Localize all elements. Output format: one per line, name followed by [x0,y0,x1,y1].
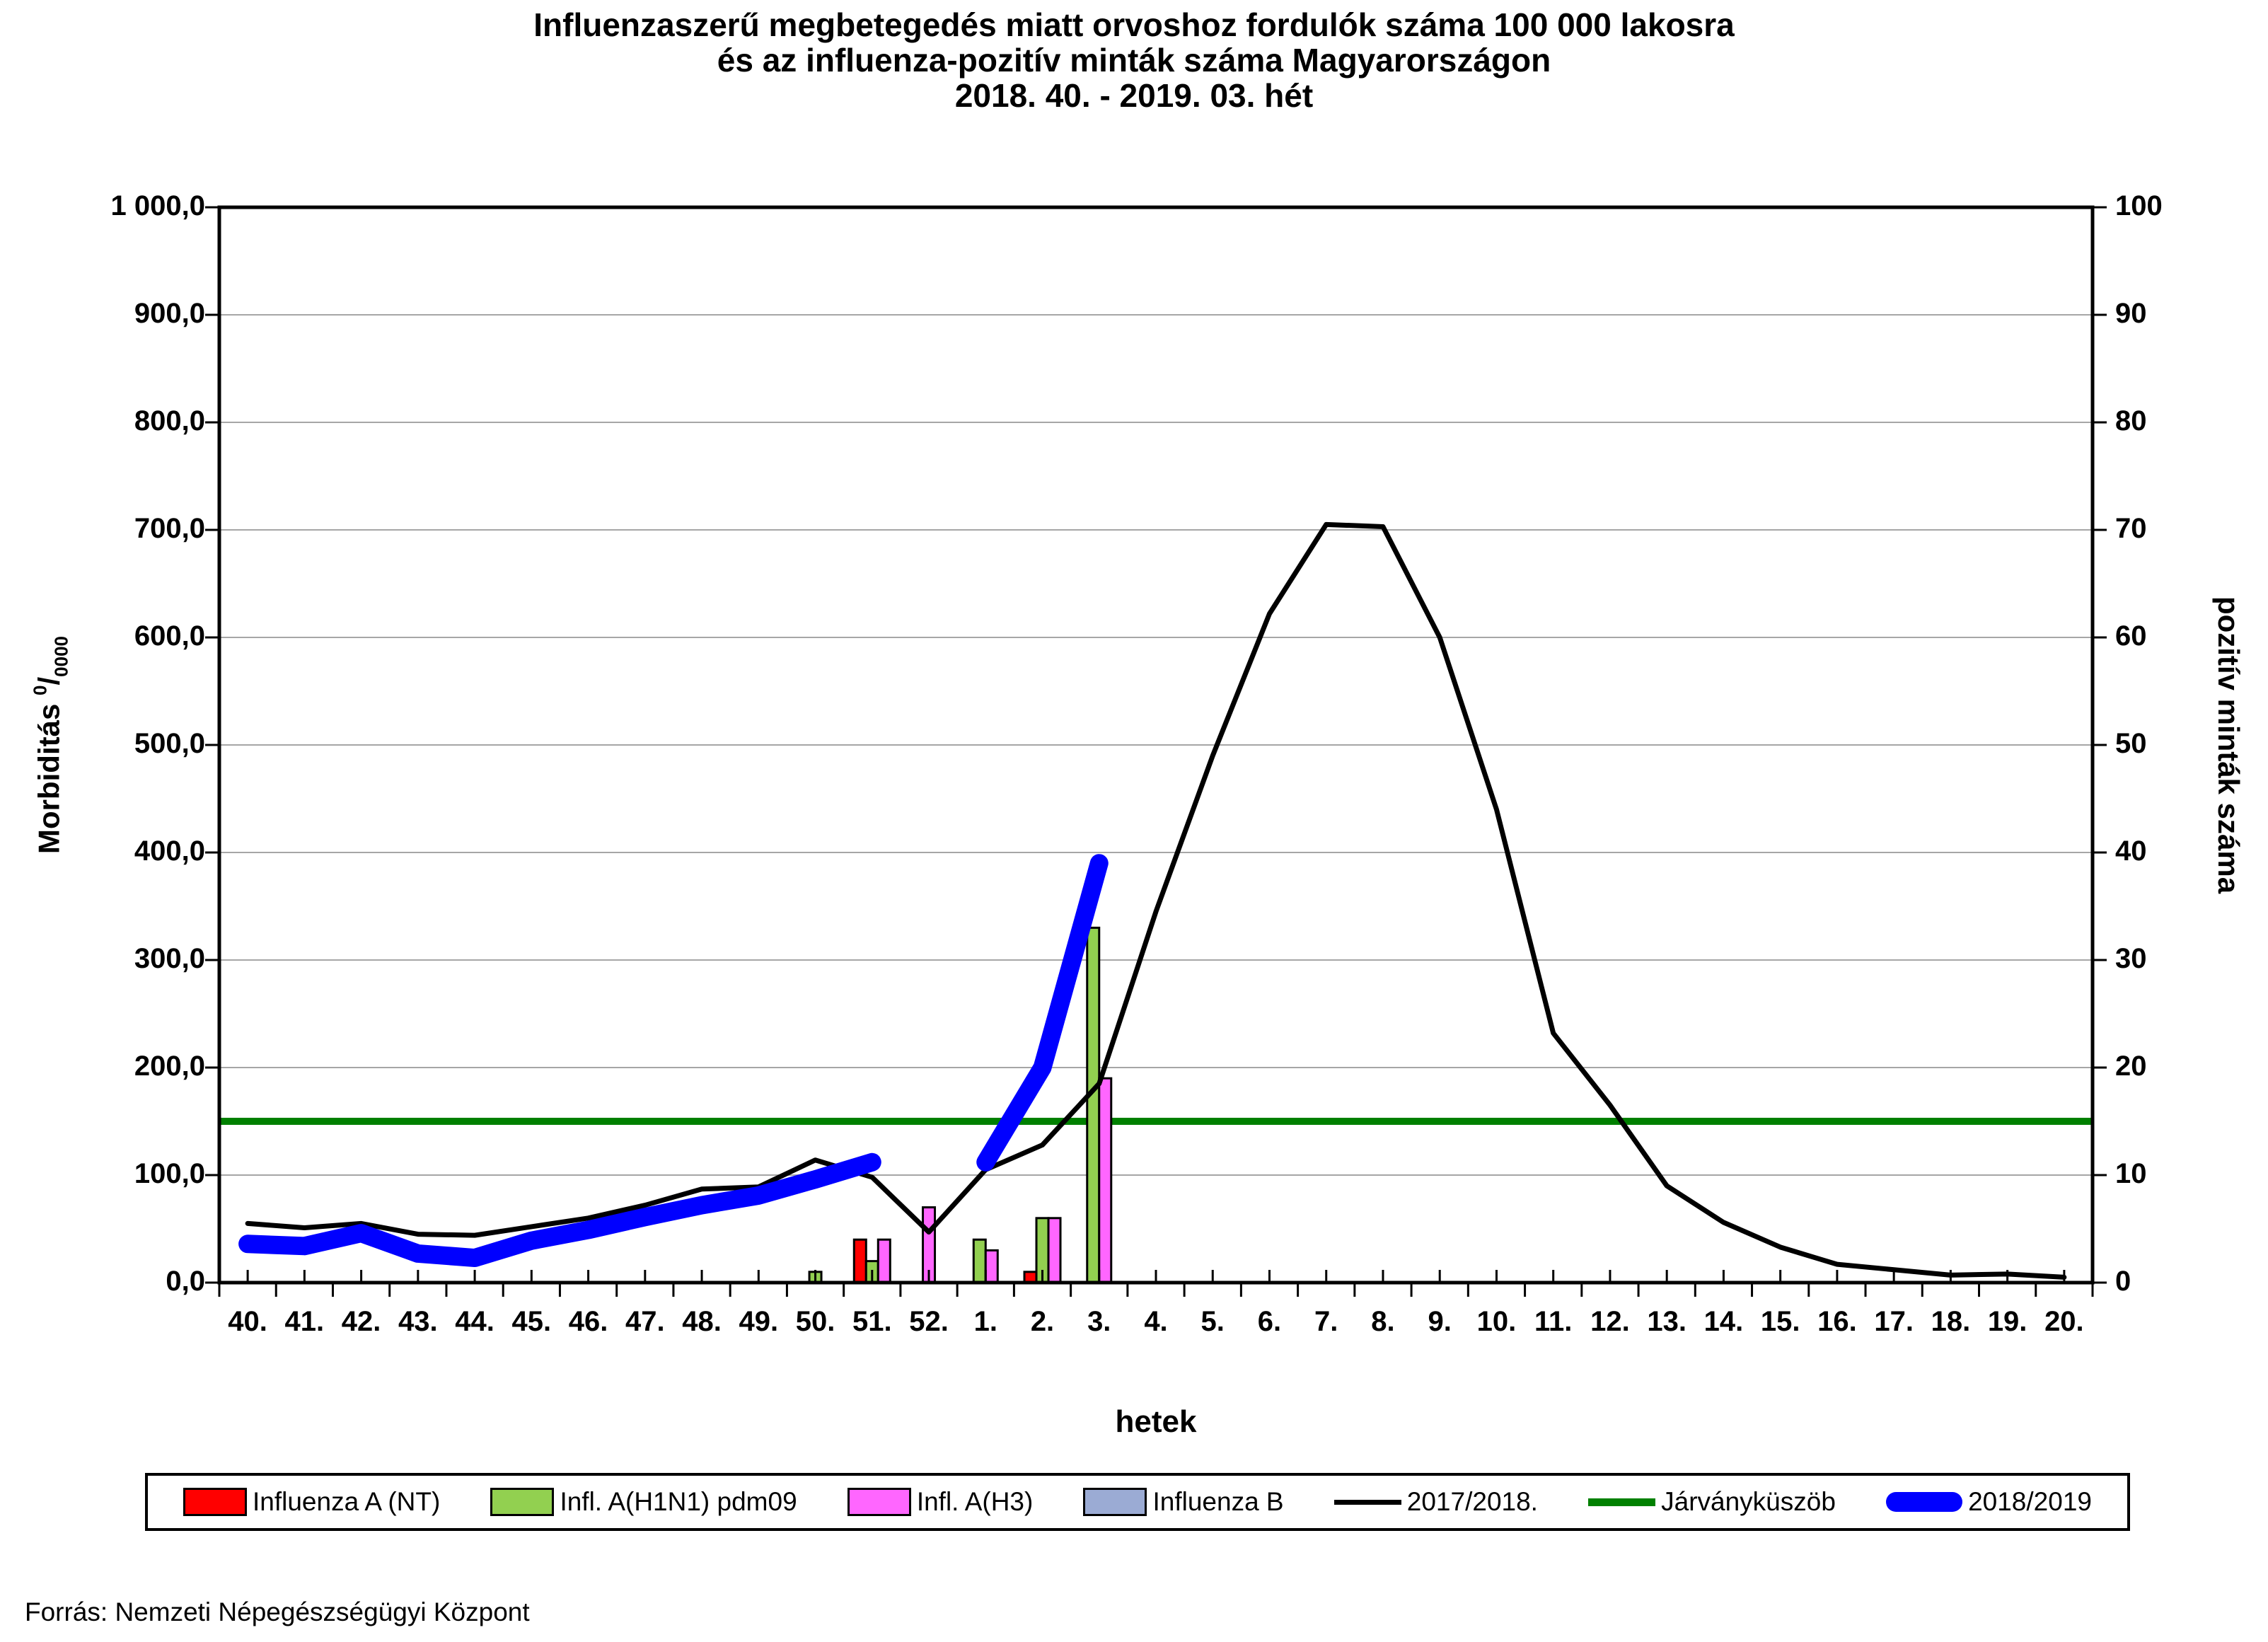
left-axis-tick-label: 300,0 [134,943,205,974]
right-axis-tick-label: 60 [2115,620,2147,652]
left-axis-tick-label: 500,0 [134,728,205,759]
legend-item-2017-2018: 2017/2018. [1333,1487,1538,1517]
legend-label: Influenza A (NT) [253,1487,441,1516]
x-axis-tick-label: 9. [1428,1306,1452,1337]
x-axis-tick-label: 10. [1476,1306,1517,1337]
right-axis-tick-label: 10 [2115,1158,2147,1189]
x-axis-tick-label: 42. [341,1306,381,1337]
x-axis-tick-label: 52. [909,1306,949,1337]
x-axis-tick-label: 20. [2044,1306,2084,1337]
x-axis-tick-label: 46. [568,1306,608,1337]
x-axis-tick-label: 15. [1760,1306,1800,1337]
legend-line-threshold [1588,1498,1656,1506]
legend-label: Influenza B [1152,1487,1284,1516]
x-axis-tick-label: 19. [1987,1306,2027,1337]
legend-item-threshold: Járványküszöb [1588,1487,1836,1517]
legend-label: 2018/2019 [1968,1487,2092,1516]
bar-infl-a-h3--week-2. [1047,1217,1062,1284]
x-axis-tick-label: 11. [1534,1306,1573,1337]
right-axis-tick-label: 90 [2115,298,2147,329]
x-axis-tick-label: 51. [852,1306,892,1337]
left-axis-tick-label: 900,0 [134,298,205,329]
x-axis-tick-label: 13. [1647,1306,1686,1337]
left-axis-tick-label: 600,0 [134,620,205,652]
legend-line-2018-2019 [1886,1492,1963,1512]
x-axis-tick-label: 18. [1931,1306,1971,1337]
line-2018-2019 [238,1152,881,1268]
x-axis-tick-label: 40. [228,1306,267,1337]
x-axis-tick-label: 3. [1087,1306,1111,1337]
source-note: Forrás: Nemzeti Népegészségügyi Központ [25,1597,530,1626]
line-2017-2018- [245,521,2067,1280]
x-axis-tick-label: 5. [1200,1306,1225,1337]
chart-title-line1: Influenzaszerű megbetegedés miatt orvosh… [533,6,1735,43]
x-axis-tick-label: 12. [1590,1306,1630,1337]
legend-swatch-influenza-a-nt [183,1488,247,1516]
left-axis-tick-label: 700,0 [134,513,205,544]
legend-item-influenza-a-nt: Influenza A (NT) [183,1487,440,1517]
legend-swatch-h1n1 [490,1488,555,1516]
x-axis-tick-label: 48. [682,1306,722,1337]
right-axis-tick-label: 100 [2115,190,2163,221]
x-axis-tick-label: 16. [1817,1306,1857,1337]
left-axis-tick-label: 1 000,0 [110,190,205,221]
x-axis-tick-label: 2. [1030,1306,1055,1337]
right-axis-tick-label: 40 [2115,836,2147,867]
x-axis-title: hetek [1115,1404,1197,1439]
x-axis-tick-label: 6. [1257,1306,1282,1337]
line-2018-2019 [976,854,1109,1172]
left-axis-tick-label: 800,0 [134,405,205,436]
legend-item-h3: Infl. A(H3) [847,1487,1034,1517]
bar-infl-a-h3--week-3. [1098,1077,1113,1284]
right-axis-tick-label: 30 [2115,943,2147,974]
x-axis-tick-label: 41. [284,1306,325,1337]
bar-infl-a-h3--week-1. [984,1249,999,1284]
chart-title-line2: és az influenza-pozitív minták száma Mag… [717,42,1551,79]
x-axis-tick-label: 44. [455,1306,494,1337]
legend-swatch-influenza-b [1083,1488,1147,1516]
chart-title-line3: 2018. 40. - 2019. 03. hét [954,77,1314,114]
left-axis-tick-label: 100,0 [134,1158,205,1189]
x-axis-tick-label: 4. [1144,1306,1168,1337]
left-axis-unit-slash: / [32,676,66,686]
legend-item-influenza-b: Influenza B [1083,1487,1284,1517]
legend-label: Járványküszöb [1661,1487,1836,1516]
right-axis-tick-label: 20 [2115,1051,2147,1082]
legend-item-h1n1: Infl. A(H1N1) pdm09 [490,1487,797,1517]
legend: Influenza A (NT) Infl. A(H1N1) pdm09 Inf… [145,1473,2130,1531]
legend-label: Infl. A(H1N1) pdm09 [560,1487,797,1516]
x-axis-tick-label: 50. [795,1306,835,1337]
legend-label: 2017/2018. [1406,1487,1538,1516]
left-axis-tick-label: 200,0 [134,1051,205,1082]
right-axis-tick-label: 50 [2115,728,2147,759]
legend-line-2017-2018 [1333,1499,1401,1505]
x-axis-tick-label: 45. [511,1306,552,1337]
legend-label: Infl. A(H3) [916,1487,1034,1516]
x-axis-tick-label: 1. [973,1306,997,1337]
left-axis-unit-sup: 0 [29,685,51,695]
x-axis-tick-label: 47. [625,1306,665,1337]
legend-item-2018-2019: 2018/2019 [1886,1487,2092,1517]
left-axis-tick-label: 400,0 [134,836,205,867]
right-axis-tick-label: 80 [2115,405,2147,436]
left-axis-tick-label: 0,0 [166,1266,205,1297]
left-axis-title-word: Morbiditás [32,703,66,854]
x-axis-tick-label: 14. [1703,1306,1744,1337]
right-axis-tick-label: 0 [2115,1266,2131,1297]
x-axis-tick-label: 7. [1314,1306,1338,1337]
x-axis-tick-label: 8. [1371,1306,1395,1337]
legend-swatch-h3 [847,1488,911,1516]
bar-infl-a-h1n1-pdm09-week-3. [1086,926,1101,1284]
bar-infl-a-h3--week-51. [876,1238,891,1284]
right-axis-tick-label: 70 [2115,513,2147,544]
chart-title: Influenzaszerű megbetegedés miatt orvosh… [0,7,2268,113]
bar-infl-a-h1n1-pdm09-week-1. [972,1238,987,1284]
x-axis-tick-label: 49. [739,1306,779,1337]
x-axis-tick-label: 17. [1874,1306,1914,1337]
x-axis-tick-label: 43. [398,1306,438,1337]
bar-influenza-a-nt--week-51. [852,1238,867,1284]
